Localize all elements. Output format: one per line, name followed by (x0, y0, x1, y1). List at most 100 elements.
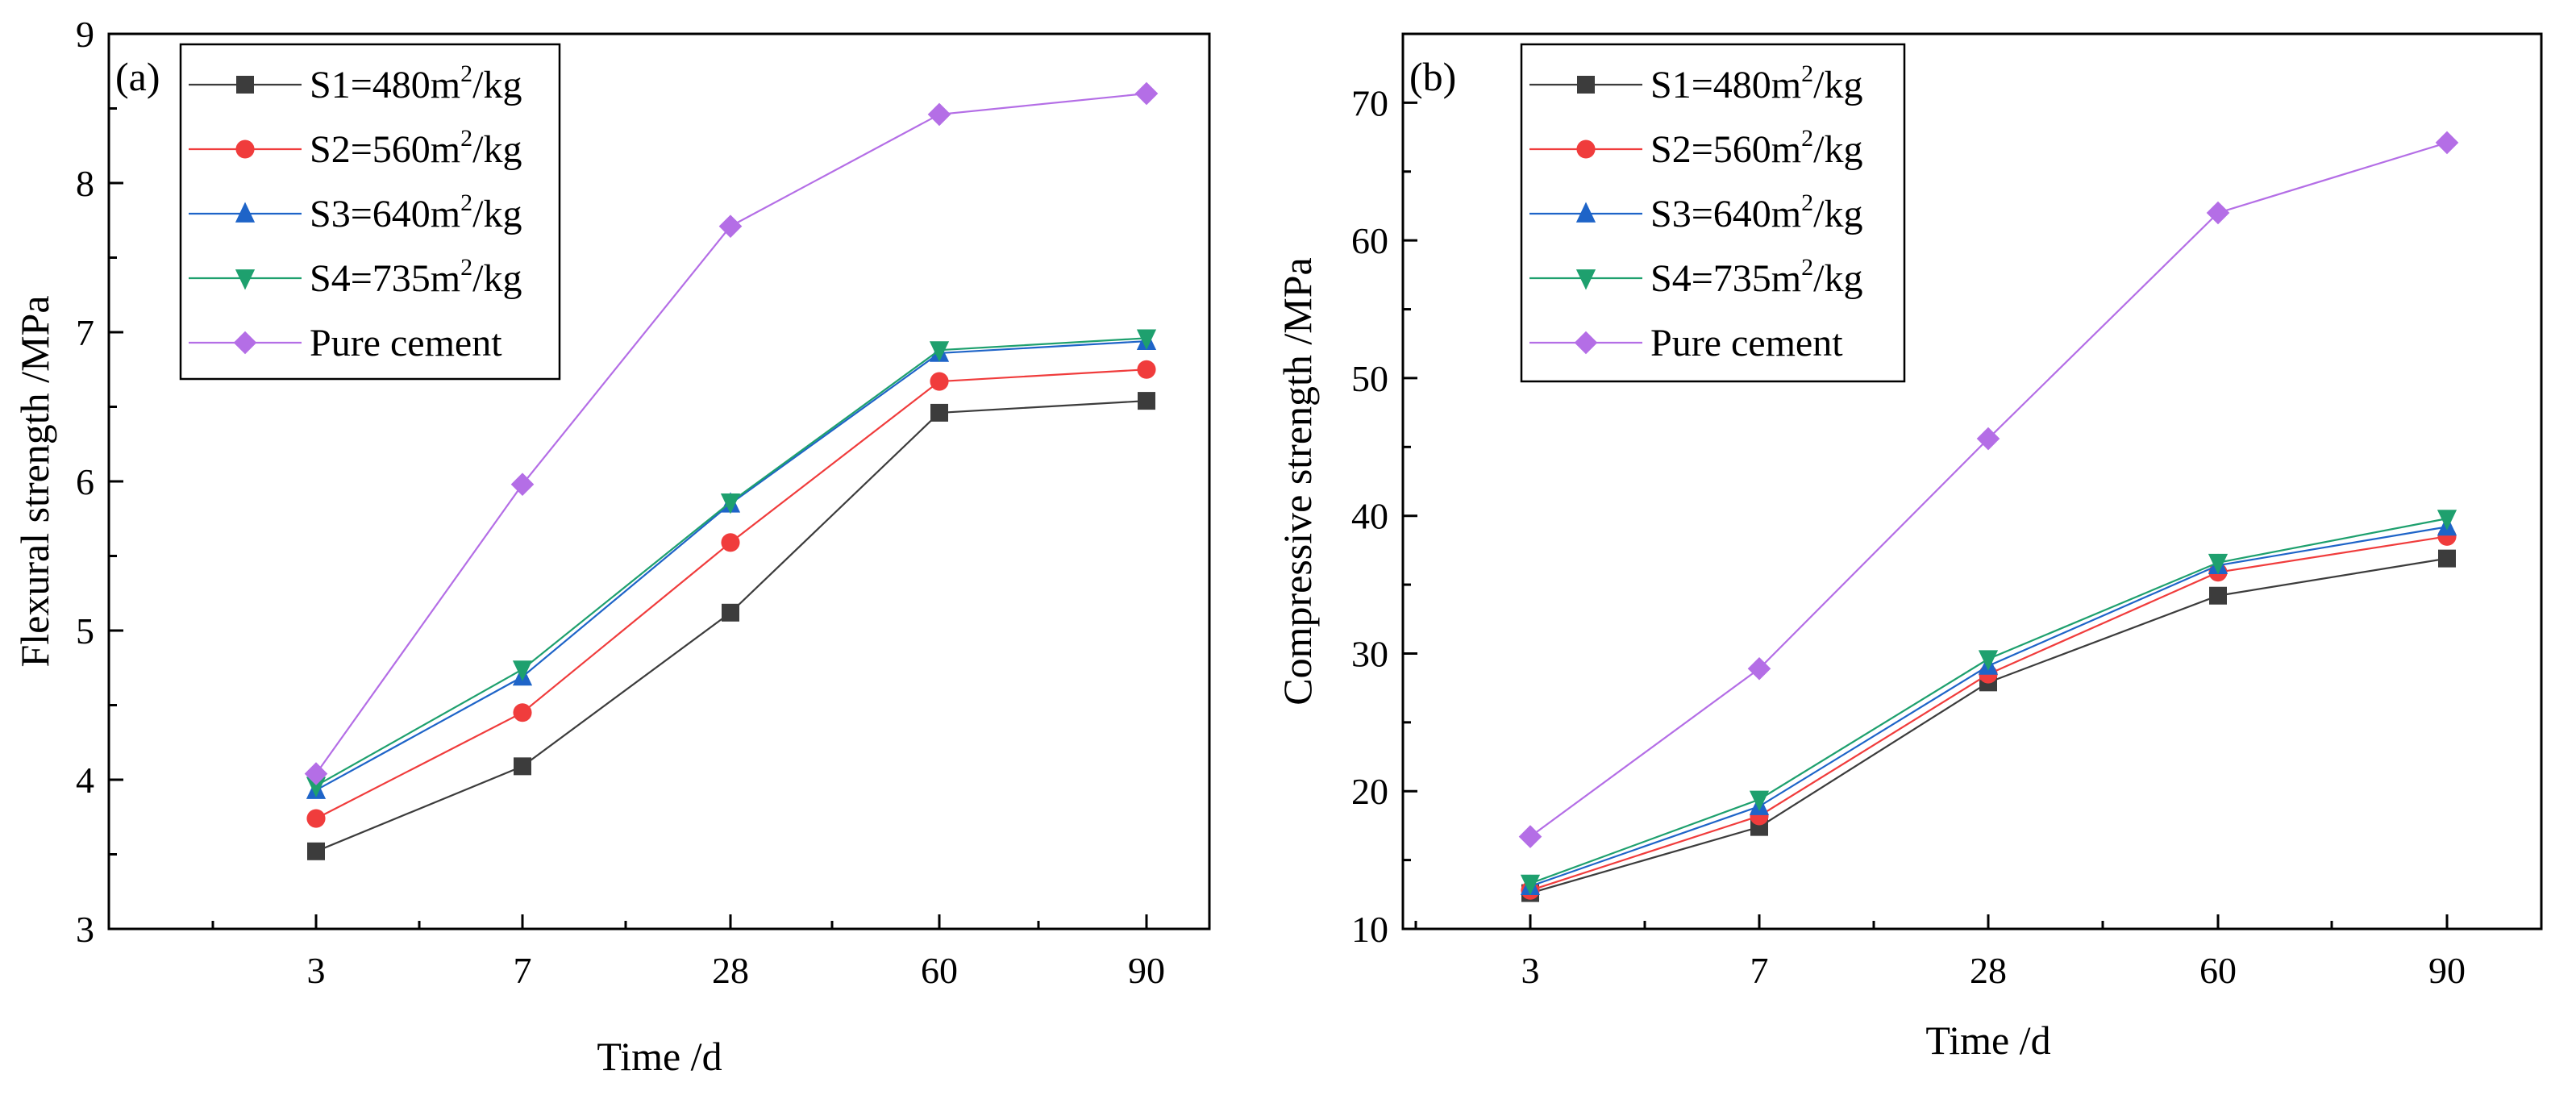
series-line (315, 337, 1147, 787)
y-tick-label: 20 (1351, 771, 1388, 812)
legend-label-tail: /kg (1813, 128, 1862, 171)
legend-label-tail: /kg (1813, 257, 1862, 300)
y-tick-label: 3 (76, 909, 94, 950)
series-5 (304, 81, 1159, 785)
series-3 (1520, 514, 2457, 895)
data-point (1520, 874, 1541, 896)
y-tick-label: 40 (1351, 496, 1388, 537)
y-tick-label: 30 (1351, 633, 1388, 674)
legend-swatch-marker (1575, 269, 1596, 290)
x-tick-label: 90 (2428, 950, 2466, 991)
legend-swatch-marker (233, 331, 257, 355)
panel-a-flexural-chart: 3 4 5 6 7 8 9 3 7 28 60 90 Time /d Flexural strength … (12, 14, 1211, 1079)
legend-entry-label: Pure cement (310, 322, 502, 364)
y-tick-label: 9 (76, 14, 94, 55)
legend-label-tail: /kg (1813, 64, 1862, 106)
series-line (315, 400, 1147, 852)
series-4 (306, 329, 1157, 797)
series-4 (1520, 510, 2457, 896)
legend-entry-label: S1=480m2/kg (1650, 60, 1862, 106)
data-point (718, 214, 743, 238)
legend-label-superscript: 2 (1801, 189, 1813, 216)
data-point (513, 703, 532, 722)
series-2 (1521, 527, 2457, 900)
data-point (1136, 329, 1157, 350)
legend-label-tail: /kg (472, 128, 522, 171)
legend-swatch-marker (1576, 139, 1596, 159)
y-tick-label: 5 (76, 610, 94, 652)
legend-label-superscript: 2 (1801, 60, 1813, 87)
data-point (721, 533, 740, 552)
legend-label-main: Pure cement (1650, 322, 1843, 364)
legend-label-superscript: 2 (460, 60, 472, 87)
legend-label-main: S2=560m (310, 128, 460, 171)
y-tick-label: 4 (76, 760, 94, 801)
legend-swatch-marker (235, 269, 256, 290)
legend: S1=480m2/kgS2=560m2/kgS3=640m2/kgS4=735m… (179, 43, 561, 381)
legend-entry-label: Pure cement (1650, 322, 1843, 364)
legend-label-tail: /kg (472, 193, 522, 235)
data-point (307, 842, 325, 860)
data-point (2208, 553, 2229, 575)
legend-swatch-marker (1577, 76, 1595, 94)
y-tick-label: 70 (1351, 82, 1388, 123)
series-3 (306, 329, 1157, 799)
y-tick-label: 10 (1351, 909, 1388, 950)
panel-label: (b) (1409, 54, 1456, 99)
x-tick-label: 7 (1750, 950, 1769, 991)
legend-entry-label: S4=735m2/kg (1650, 254, 1862, 300)
legend-swatch-marker (236, 76, 254, 94)
data-point (510, 473, 535, 496)
data-point (1747, 656, 1771, 681)
legend-label-tail: /kg (472, 64, 522, 106)
legend-label-main: S3=640m (1650, 193, 1801, 235)
legend-entry-label: S4=735m2/kg (310, 254, 522, 300)
y-axis-title: Flexural strength /MPa (12, 295, 57, 667)
data-point (1518, 825, 1542, 848)
data-point (929, 341, 950, 362)
legend-label-main: S2=560m (1650, 128, 1801, 171)
legend-entry-label: S2=560m2/kg (310, 125, 522, 171)
panel-b-compressive-chart: 10 20 30 40 50 60 70 3 7 28 60 90 Time /d Compressive… (1275, 32, 2543, 1063)
data-point (2435, 131, 2459, 155)
x-axis-title: Time /d (1925, 1018, 2050, 1063)
legend-swatch-marker (1575, 202, 1596, 223)
x-axis-title: Time /d (597, 1034, 722, 1079)
series-line (1529, 557, 2448, 894)
legend-entry-label: S3=640m2/kg (1650, 189, 1862, 235)
x-tick-label: 28 (712, 950, 749, 991)
data-point (2437, 510, 2457, 531)
legend-label-main: S1=480m (310, 64, 460, 106)
data-point (1138, 392, 1155, 410)
data-point (1749, 790, 1770, 811)
legend-label-main: S1=480m (1650, 64, 1801, 106)
legend-swatch-marker (235, 202, 256, 223)
series-1 (307, 392, 1155, 860)
panel-label: (a) (115, 54, 160, 99)
data-point (304, 762, 328, 785)
legend: S1=480m2/kgS2=560m2/kgS3=640m2/kgS4=735m… (1520, 43, 1906, 383)
legend-label-tail: /kg (472, 257, 522, 300)
legend-label-superscript: 2 (460, 189, 472, 216)
legend-entry-label: S3=640m2/kg (310, 189, 522, 235)
data-point (930, 403, 948, 422)
series-line (315, 368, 1147, 820)
legend-entry-label: S2=560m2/kg (1650, 125, 1862, 171)
y-tick-label: 60 (1351, 220, 1388, 261)
data-point (2206, 201, 2230, 225)
legend-label-tail: /kg (1813, 193, 1862, 235)
data-point (514, 757, 531, 776)
data-point (927, 102, 951, 127)
x-tick-label: 28 (1970, 950, 2007, 991)
legend-label-superscript: 2 (460, 254, 472, 281)
data-point (2209, 586, 2227, 605)
y-tick-label: 50 (1351, 358, 1388, 399)
data-point (1978, 650, 1999, 671)
x-tick-label: 60 (921, 950, 958, 991)
legend-swatch-marker (235, 139, 255, 159)
data-point (306, 809, 326, 828)
data-point (306, 776, 327, 797)
series-5 (1518, 131, 2459, 848)
y-tick-label: 7 (76, 312, 94, 353)
